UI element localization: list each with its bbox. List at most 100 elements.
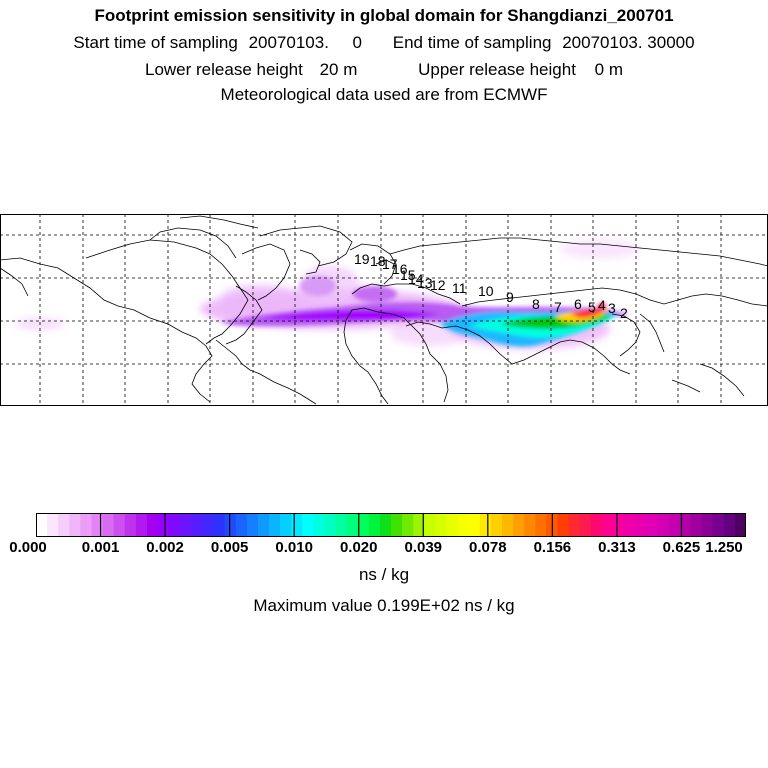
colorbar-cell <box>490 513 503 537</box>
colorbar-cell <box>590 513 603 537</box>
end-time-label: End time of sampling <box>392 33 552 52</box>
receptor-label: 11 <box>452 280 467 296</box>
colorbar-cell <box>158 513 170 537</box>
graticule <box>0 214 768 406</box>
colorbar-cell <box>146 513 159 537</box>
colorbar-cell <box>280 513 292 537</box>
colorbar <box>36 513 746 537</box>
receptor-label: 19 <box>354 251 370 267</box>
receptor-label: 17 <box>382 256 398 272</box>
colorbar-cell <box>657 513 669 537</box>
receptor-label: 14 <box>408 271 424 287</box>
receptor-label: 6 <box>574 296 582 312</box>
colorbar-cell <box>679 513 691 537</box>
colorbar-cell <box>291 513 303 537</box>
colorbar-cell <box>91 513 103 537</box>
colorbar-cell <box>623 513 636 537</box>
sampling-time-line: Start time of sampling 20070103. 0 End t… <box>0 33 768 53</box>
receptor-label: 16 <box>392 261 408 277</box>
colorbar-cell <box>246 513 259 537</box>
receptor-label: 12 <box>430 277 446 293</box>
colorbar-cell <box>557 513 569 537</box>
colorbar-cell <box>80 513 92 537</box>
lower-height-value: 20 m <box>319 60 358 79</box>
colorbar-tick-label: 0.001 <box>81 539 120 556</box>
colorbar-cell <box>535 513 547 537</box>
upper-height-value: 0 m <box>594 60 623 79</box>
colorbar-cell <box>734 513 746 537</box>
receptor-label: 2 <box>620 305 628 321</box>
colorbar-cell <box>701 513 714 537</box>
colorbar-cell <box>335 513 348 537</box>
upper-height-label: Upper release height <box>418 60 576 79</box>
receptor-label: 7 <box>554 299 562 315</box>
colorbar-cell <box>124 513 137 537</box>
colorbar-tick-label: 0.078 <box>469 539 507 556</box>
colorbar-cell <box>668 513 680 537</box>
colorbar-cell <box>191 513 203 537</box>
colorbar-cell <box>224 513 237 537</box>
colorbar-tick-label: 0.156 <box>533 539 572 556</box>
colorbar-cell <box>113 513 126 537</box>
receptor-label: 9 <box>506 289 514 305</box>
colorbar-cells <box>36 513 746 537</box>
receptor-label: 18 <box>370 253 386 269</box>
colorbar-cell <box>635 513 647 537</box>
colorbar-cell <box>169 513 181 537</box>
colorbar-cell <box>468 513 481 537</box>
met-data-line: Meteorological data used are from ECMWF <box>220 85 548 104</box>
colorbar-cell <box>646 513 658 537</box>
release-height-line: Lower release height 20 m Upper release … <box>0 60 768 80</box>
colorbar-tick-label: 0.002 <box>146 539 184 556</box>
end-time-value: 20070103. 30000 <box>562 33 695 52</box>
colorbar-cell <box>102 513 115 537</box>
colorbar-cell <box>579 513 592 537</box>
receptor-label: 10 <box>478 283 494 299</box>
colorbar-cell <box>313 513 325 537</box>
receptor-label: 15 <box>400 267 416 283</box>
colorbar-tick-label: 0.010 <box>275 539 313 556</box>
colorbar-cell <box>58 513 70 537</box>
colorbar-cell <box>513 513 525 537</box>
colorbar-tick-label: 0.039 <box>404 539 443 556</box>
colorbar-dividers <box>99 513 683 537</box>
colorbar-cell <box>357 513 370 537</box>
colorbar-cell <box>391 513 403 537</box>
colorbar-cell <box>424 513 436 537</box>
colorbar-cell <box>435 513 447 537</box>
colorbar-cell <box>180 513 192 537</box>
colorbar-cell <box>36 513 48 537</box>
plume-mid <box>220 276 630 347</box>
colorbar-frame <box>36 513 746 537</box>
colorbar-cell <box>524 513 536 537</box>
colorbar-cell <box>690 513 703 537</box>
colorbar-tick-label: 0.020 <box>339 539 378 556</box>
colorbar-cell <box>568 513 580 537</box>
colorbar-tick-label: 0.005 <box>210 539 249 556</box>
colorbar-cell <box>612 513 625 537</box>
receptor-label: 3 <box>608 300 616 316</box>
colorbar-cell <box>501 513 514 537</box>
colorbar-unit: ns / kg <box>358 565 410 584</box>
colorbar-cell <box>202 513 214 537</box>
plume <box>15 239 640 349</box>
colorbar-cell <box>324 513 336 537</box>
colorbar-cell <box>712 513 725 537</box>
colorbar-tick-label: 0.313 <box>598 539 636 556</box>
colorbar-cell <box>413 513 425 537</box>
colorbar-cell <box>601 513 614 537</box>
maximum-value: Maximum value 0.199E+02 ns / kg <box>253 596 515 615</box>
colorbar-cell <box>379 513 392 537</box>
colorbar-cell <box>723 513 736 537</box>
colorbar-cell <box>135 513 148 537</box>
colorbar-cell <box>346 513 359 537</box>
start-time-label: Start time of sampling <box>73 33 238 52</box>
colorbar-tick-label: 1.250 <box>705 539 743 556</box>
colorbar-cell <box>457 513 470 537</box>
colorbar-cell <box>213 513 225 537</box>
colorbar-cell <box>47 513 59 537</box>
receptor-label: 8 <box>532 296 540 312</box>
colorbar-cell <box>402 513 414 537</box>
